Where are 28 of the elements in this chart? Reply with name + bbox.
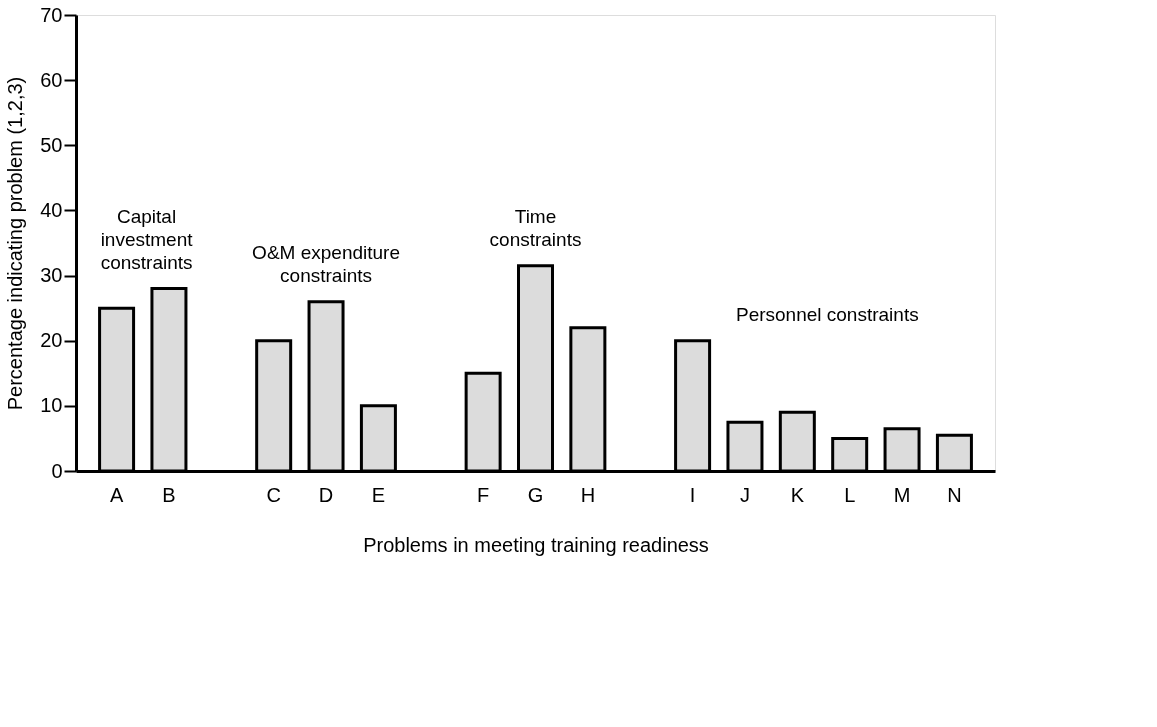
x-tick-label: I	[689, 483, 696, 506]
x-tick-label: M	[893, 483, 911, 506]
x-tick-label: K	[790, 483, 805, 506]
y-tick-label: 70	[40, 3, 63, 26]
x-tick-label: H	[580, 483, 596, 506]
x-tick-label: B	[162, 483, 176, 506]
x-tick-label: L	[844, 483, 856, 506]
x-tick-label: C	[266, 483, 281, 506]
x-tick-label: D	[318, 483, 334, 506]
y-tick-label: 0	[51, 459, 63, 482]
annotation: Time constraints	[489, 205, 582, 250]
x-tick-label: E	[371, 483, 386, 506]
annotation: Personnel constraints	[735, 303, 919, 325]
x-tick-label: F	[477, 483, 490, 506]
x-tick-label: J	[739, 483, 750, 506]
y-tick-label: 30	[40, 264, 63, 287]
x-tick-label: G	[527, 483, 544, 506]
annotation: Capital investment constraints	[100, 205, 194, 273]
y-tick-label: 60	[40, 68, 63, 91]
x-axis-title: Problems in meeting training readiness	[363, 533, 709, 556]
y-tick-label: 10	[40, 394, 63, 417]
y-tick-label: 50	[40, 133, 63, 156]
x-tick-label: A	[109, 483, 124, 506]
y-tick-label: 40	[40, 198, 63, 221]
annotation: O&M expenditure constraints	[252, 241, 400, 286]
y-axis-title: Percentage indicating problem (1,2,3)	[4, 76, 27, 411]
x-tick-label: N	[947, 483, 962, 506]
y-tick-label: 20	[40, 329, 63, 352]
